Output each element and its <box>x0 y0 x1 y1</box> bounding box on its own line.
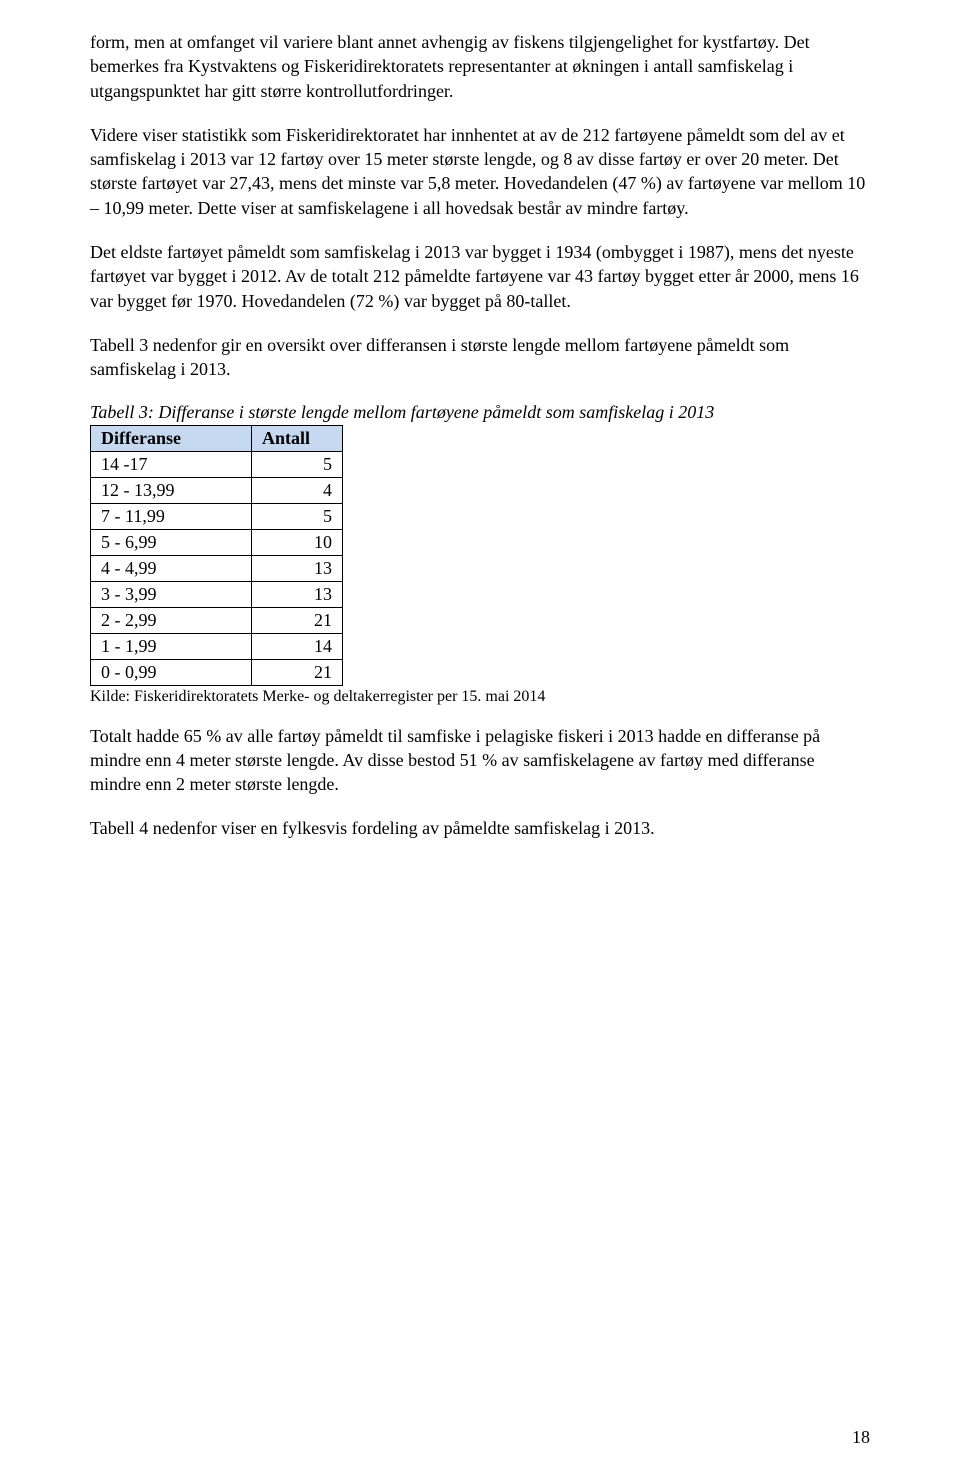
table-cell-count: 5 <box>252 451 343 477</box>
table-cell-range: 0 - 0,99 <box>91 659 252 685</box>
table-cell-range: 7 - 11,99 <box>91 503 252 529</box>
table-cell-count: 13 <box>252 555 343 581</box>
table-caption: Tabell 3: Differanse i største lengde me… <box>90 402 870 423</box>
page-number: 18 <box>852 1427 870 1448</box>
paragraph-3: Det eldste fartøyet påmeldt som samfiske… <box>90 240 870 313</box>
table-row: 3 - 3,99 13 <box>91 581 343 607</box>
table-row: 4 - 4,99 13 <box>91 555 343 581</box>
table-cell-range: 2 - 2,99 <box>91 607 252 633</box>
table-row: 7 - 11,99 5 <box>91 503 343 529</box>
table-header-row: Differanse Antall <box>91 425 343 451</box>
document-page: form, men at omfanget vil variere blant … <box>0 0 960 1468</box>
paragraph-4: Tabell 3 nedenfor gir en oversikt over d… <box>90 333 870 382</box>
table-cell-count: 21 <box>252 659 343 685</box>
table-cell-count: 4 <box>252 477 343 503</box>
table-cell-range: 3 - 3,99 <box>91 581 252 607</box>
table-source: Kilde: Fiskeridirektoratets Merke- og de… <box>90 688 870 706</box>
table-cell-range: 5 - 6,99 <box>91 529 252 555</box>
table-cell-count: 21 <box>252 607 343 633</box>
table-cell-range: 1 - 1,99 <box>91 633 252 659</box>
table-row: 2 - 2,99 21 <box>91 607 343 633</box>
table-row: 14 -17 5 <box>91 451 343 477</box>
table-row: 12 - 13,99 4 <box>91 477 343 503</box>
differanse-table: Differanse Antall 14 -17 5 12 - 13,99 4 … <box>90 425 343 686</box>
table-cell-count: 5 <box>252 503 343 529</box>
table-header-differanse: Differanse <box>91 425 252 451</box>
table-cell-range: 14 -17 <box>91 451 252 477</box>
table-cell-count: 10 <box>252 529 343 555</box>
paragraph-6: Tabell 4 nedenfor viser en fylkesvis for… <box>90 816 870 840</box>
table-row: 0 - 0,99 21 <box>91 659 343 685</box>
table-cell-range: 12 - 13,99 <box>91 477 252 503</box>
table-cell-range: 4 - 4,99 <box>91 555 252 581</box>
table-row: 5 - 6,99 10 <box>91 529 343 555</box>
table-row: 1 - 1,99 14 <box>91 633 343 659</box>
table-cell-count: 14 <box>252 633 343 659</box>
paragraph-2: Videre viser statistikk som Fiskeridirek… <box>90 123 870 220</box>
table-cell-count: 13 <box>252 581 343 607</box>
paragraph-1: form, men at omfanget vil variere blant … <box>90 30 870 103</box>
table-header-antall: Antall <box>252 425 343 451</box>
paragraph-5: Totalt hadde 65 % av alle fartøy påmeldt… <box>90 724 870 797</box>
